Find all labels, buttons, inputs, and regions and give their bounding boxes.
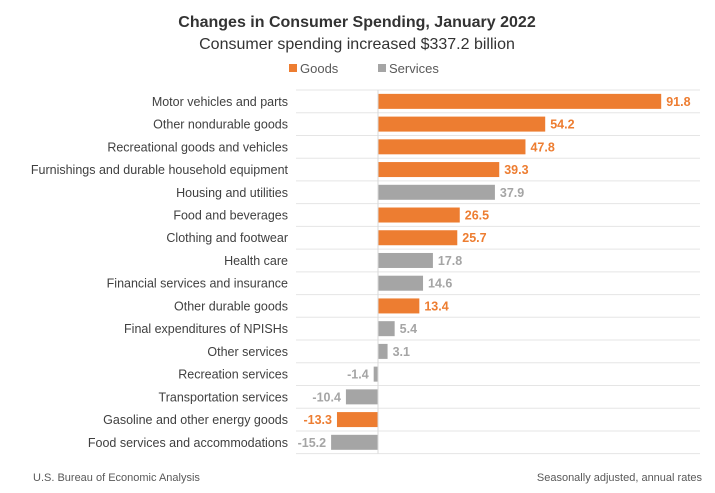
category-label: Gasoline and other energy goods [103, 413, 288, 427]
legend-label-goods: Goods [300, 61, 339, 76]
data-label: 14.6 [428, 277, 452, 291]
bar [373, 366, 378, 382]
chart-title: Changes in Consumer Spending, January 20… [178, 14, 536, 31]
data-label: -13.3 [303, 413, 332, 427]
bar [378, 343, 388, 359]
bar [345, 389, 378, 405]
category-label: Other nondurable goods [153, 118, 288, 132]
chart-subtitle: Consumer spending increased $337.2 billi… [199, 36, 515, 53]
bar [378, 275, 424, 291]
category-label: Food services and accommodations [88, 436, 288, 450]
bar [378, 321, 395, 337]
bar [378, 207, 460, 223]
bar [336, 412, 378, 428]
bar [378, 298, 420, 314]
data-label: 3.1 [393, 345, 410, 359]
bar [378, 116, 546, 132]
data-label: 39.3 [504, 163, 528, 177]
data-label: 5.4 [400, 322, 417, 336]
category-label: Housing and utilities [176, 186, 288, 200]
source-note: U.S. Bureau of Economic Analysis [33, 472, 200, 484]
category-label: Other services [207, 345, 288, 359]
data-label: -15.2 [298, 436, 327, 450]
bar [378, 184, 495, 200]
legend: Goods Services [289, 61, 439, 76]
category-label: Furnishings and durable household equipm… [31, 163, 289, 177]
bar [378, 252, 433, 268]
bar [331, 434, 378, 450]
bar [378, 230, 458, 246]
data-label: 54.2 [550, 118, 574, 132]
data-label: 37.9 [500, 186, 524, 200]
legend-label-services: Services [389, 61, 439, 76]
footnote: Seasonally adjusted, annual rates [537, 472, 703, 484]
category-label: Motor vehicles and parts [152, 95, 288, 109]
category-label: Recreational goods and vehicles [107, 140, 288, 154]
legend-swatch-goods [289, 64, 297, 72]
bar [378, 139, 526, 155]
bar [378, 162, 500, 178]
category-label: Final expenditures of NPISHs [124, 322, 288, 336]
category-label: Health care [224, 254, 288, 268]
bar [378, 93, 662, 109]
data-label: 47.8 [530, 140, 554, 154]
data-label: 26.5 [465, 209, 489, 223]
category-label: Other durable goods [174, 299, 288, 313]
data-label: 25.7 [462, 231, 486, 245]
category-label: Transportation services [159, 390, 288, 404]
category-label: Food and beverages [173, 209, 288, 223]
legend-swatch-services [378, 64, 386, 72]
data-label: -1.4 [347, 368, 369, 382]
data-label: 13.4 [424, 299, 448, 313]
data-label: 91.8 [666, 95, 690, 109]
data-label: 17.8 [438, 254, 462, 268]
category-label: Clothing and footwear [166, 231, 288, 245]
data-label: -10.4 [312, 390, 341, 404]
category-label: Financial services and insurance [107, 277, 288, 291]
category-label: Recreation services [178, 368, 288, 382]
